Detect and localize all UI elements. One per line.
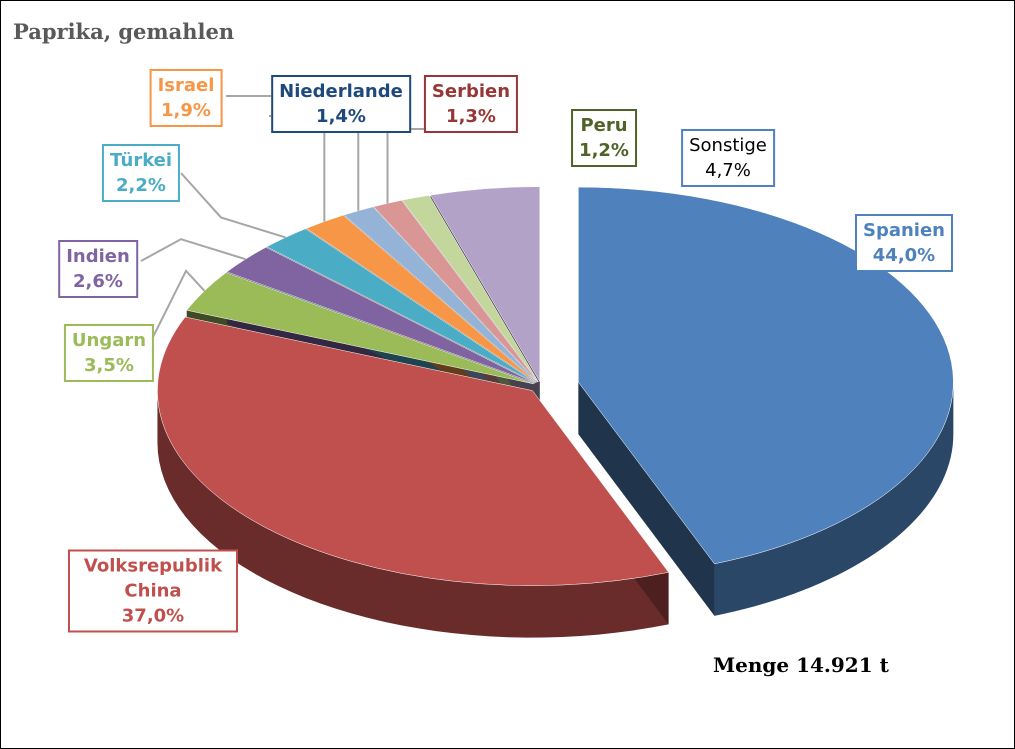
label-value: 1,4%	[316, 106, 366, 127]
data-label: Türkei 2,2%	[101, 144, 181, 202]
slice	[430, 186, 541, 383]
slice	[157, 316, 669, 586]
label-value: 2,6%	[73, 271, 123, 292]
slice	[401, 195, 539, 382]
label-value: 1,3%	[446, 106, 496, 127]
label-value: 1,2%	[579, 140, 629, 161]
slice	[578, 186, 954, 565]
label-name: Spanien	[862, 220, 946, 241]
slice-face	[578, 382, 715, 616]
label-value: 1,9%	[161, 100, 211, 121]
label-name: Indien	[66, 246, 130, 267]
slice	[373, 199, 538, 383]
label-value: 44,0%	[872, 245, 936, 266]
leader-line	[145, 269, 206, 352]
data-label: Volksrepublik China 37,0%	[68, 549, 238, 633]
label-name: Ungarn	[71, 330, 147, 351]
label-value: 2,2%	[116, 175, 166, 196]
label-name: Serbien	[431, 81, 511, 102]
data-label: Serbien 1,3%	[423, 75, 519, 133]
label-name: Volksrepublik China	[83, 555, 223, 602]
label-value: 37,0%	[121, 605, 185, 627]
data-label: Peru 1,2%	[571, 109, 637, 167]
data-label: Israel 1,9%	[149, 69, 223, 127]
data-label: Spanien 44,0%	[854, 214, 954, 272]
annotation: Menge 14.921 t	[713, 653, 889, 677]
data-label: Niederlande 1,4%	[271, 75, 411, 133]
label-name: Peru	[580, 115, 628, 136]
label-name: Israel	[157, 75, 215, 96]
slice-side	[157, 390, 669, 638]
chart-title: Paprika, gemahlen	[13, 19, 235, 44]
data-label: Ungarn 3,5%	[63, 324, 155, 382]
leader-line	[180, 172, 286, 239]
data-label: Indien 2,6%	[58, 240, 138, 298]
label-value: 3,5%	[84, 355, 134, 376]
slice	[305, 214, 537, 383]
label-name: Niederlande	[279, 81, 403, 102]
label-value: 4,7%	[705, 160, 751, 181]
slice-side	[714, 382, 954, 616]
label-name: Sonstige	[689, 135, 767, 156]
leader-line	[140, 238, 246, 262]
data-label: Sonstige 4,7%	[681, 129, 775, 187]
label-name: Türkei	[109, 150, 173, 171]
